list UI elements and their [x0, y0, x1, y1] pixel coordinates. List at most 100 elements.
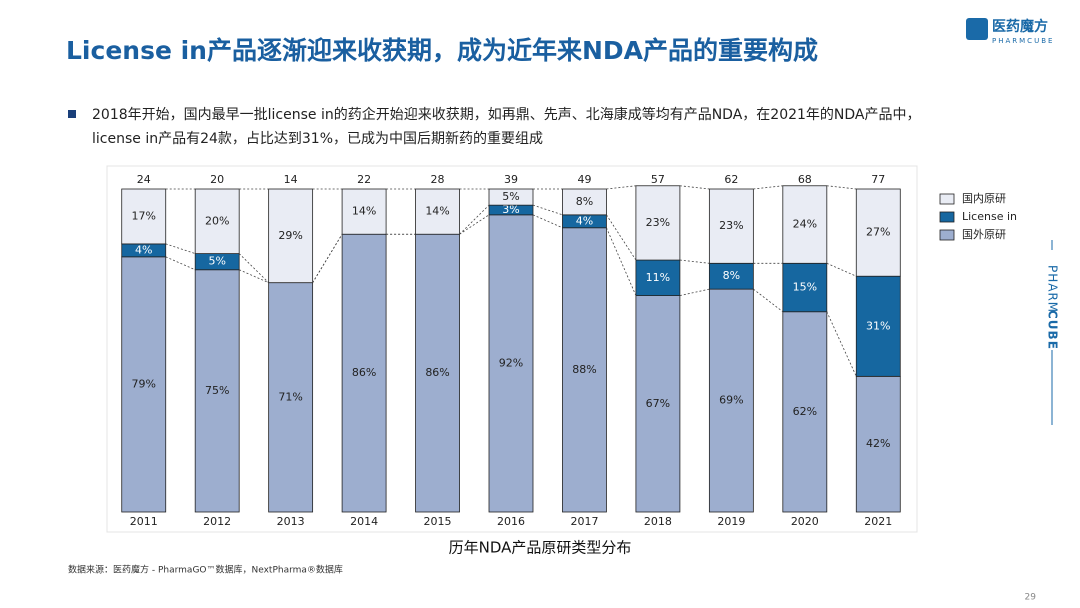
source-note: 数据来源：医药魔方 - PharmaGO™数据库，NextPharma®数据库	[68, 564, 343, 576]
connector-line	[826, 262, 857, 277]
bar-segment	[341, 188, 387, 235]
data-label: 23%	[646, 216, 670, 229]
data-label: 20%	[205, 214, 229, 227]
bar-segment	[488, 188, 534, 206]
connector-line	[826, 185, 857, 190]
data-label: 62%	[793, 405, 817, 418]
data-label: 14%	[425, 205, 449, 218]
total-label: 28	[431, 173, 445, 186]
data-label: 17%	[132, 209, 156, 222]
legend-label: License in	[962, 210, 1017, 223]
legend-label: 国外原研	[962, 228, 1006, 241]
bar-segment	[488, 214, 534, 513]
total-label: 20	[210, 173, 224, 186]
connector-line	[459, 204, 490, 235]
connector-line	[826, 311, 857, 377]
x-tick-label: 2011	[130, 515, 158, 528]
data-label: 14%	[352, 205, 376, 218]
connector-line	[239, 269, 269, 284]
connector-line	[165, 256, 196, 271]
total-label: 68	[798, 173, 812, 186]
connector-line	[679, 259, 710, 264]
bar-segment	[562, 188, 607, 216]
data-label: 86%	[352, 366, 376, 379]
total-label: 22	[357, 173, 371, 186]
bar-segment	[268, 188, 314, 284]
x-tick-label: 2019	[717, 515, 745, 528]
bullet-marker	[68, 110, 76, 118]
data-label: 86%	[425, 366, 449, 379]
legend-swatch	[939, 211, 955, 223]
bullet-line: license in产品有24款，占比达到31%，已成为中国后期新药的重要组成	[92, 131, 543, 147]
side-brand: PHARM	[1046, 265, 1060, 313]
x-tick-label: 2018	[644, 515, 672, 528]
bar-segment	[635, 259, 681, 296]
total-label: 77	[871, 173, 885, 186]
bar-segment	[121, 188, 167, 245]
total-label: 39	[504, 173, 518, 186]
logo-icon	[966, 18, 988, 40]
total-label: 62	[724, 173, 738, 186]
bar-segment	[708, 188, 754, 264]
bar-segment	[415, 233, 460, 513]
data-label: 4%	[576, 214, 593, 227]
bar-segment	[855, 275, 901, 377]
legend-label: 国内原研	[962, 191, 1006, 205]
connector-line	[165, 243, 196, 254]
data-label: 69%	[719, 394, 743, 407]
legend-swatch	[939, 193, 955, 205]
connector-line	[532, 204, 563, 216]
data-label: 15%	[793, 281, 817, 294]
x-tick-label: 2017	[570, 515, 598, 528]
data-label: 5%	[502, 190, 519, 203]
bar-segment	[782, 311, 828, 513]
x-tick-label: 2016	[497, 515, 525, 528]
connector-line	[679, 185, 710, 190]
bar-segment	[562, 227, 607, 513]
data-label: 71%	[278, 390, 302, 403]
connector-line	[606, 185, 636, 190]
data-label: 11%	[646, 271, 670, 284]
total-label: 49	[577, 173, 591, 186]
data-label: 8%	[723, 269, 740, 282]
bar-segment	[415, 188, 460, 235]
x-tick-label: 2020	[791, 515, 819, 528]
page-number: 29	[1025, 593, 1037, 603]
connector-line	[753, 288, 784, 313]
bar-segment	[635, 185, 681, 261]
x-tick-label: 2013	[277, 515, 305, 528]
bar-segment	[121, 256, 167, 513]
logo-cn: 医药魔方	[992, 18, 1048, 35]
bar-segment	[194, 188, 240, 254]
connector-line	[606, 227, 637, 296]
data-label: 92%	[499, 356, 523, 369]
x-tick-label: 2014	[350, 515, 378, 528]
data-label: 3%	[502, 203, 519, 216]
data-label: 75%	[205, 384, 229, 397]
connector-line	[753, 185, 783, 190]
bullet-line: 2018年开始，国内最早一批license in的药企开始迎来收获期，如再鼎、先…	[92, 106, 921, 123]
bar-segment	[782, 185, 828, 264]
connector-line	[459, 214, 490, 235]
bar-segment	[855, 188, 901, 277]
x-tick-label: 2021	[864, 515, 892, 528]
data-label: 79%	[132, 377, 156, 390]
side-brand: CUBE	[1046, 310, 1060, 350]
data-label: 42%	[866, 437, 890, 450]
connector-line	[679, 288, 710, 296]
total-label: 57	[651, 173, 665, 186]
x-tick-label: 2015	[424, 515, 452, 528]
data-label: 31%	[866, 319, 890, 332]
bar-segment	[782, 262, 828, 313]
bar-segment	[341, 233, 387, 513]
data-label: 88%	[572, 363, 596, 376]
data-label: 8%	[576, 195, 593, 208]
total-label: 24	[137, 173, 151, 186]
data-label: 27%	[866, 226, 890, 239]
legend-swatch	[939, 229, 955, 241]
data-label: 29%	[278, 229, 302, 242]
logo-en: PHARMCUBE	[992, 37, 1054, 45]
data-label: 4%	[135, 243, 152, 256]
bar-segment	[635, 295, 681, 513]
x-tick-label: 2012	[203, 515, 231, 528]
